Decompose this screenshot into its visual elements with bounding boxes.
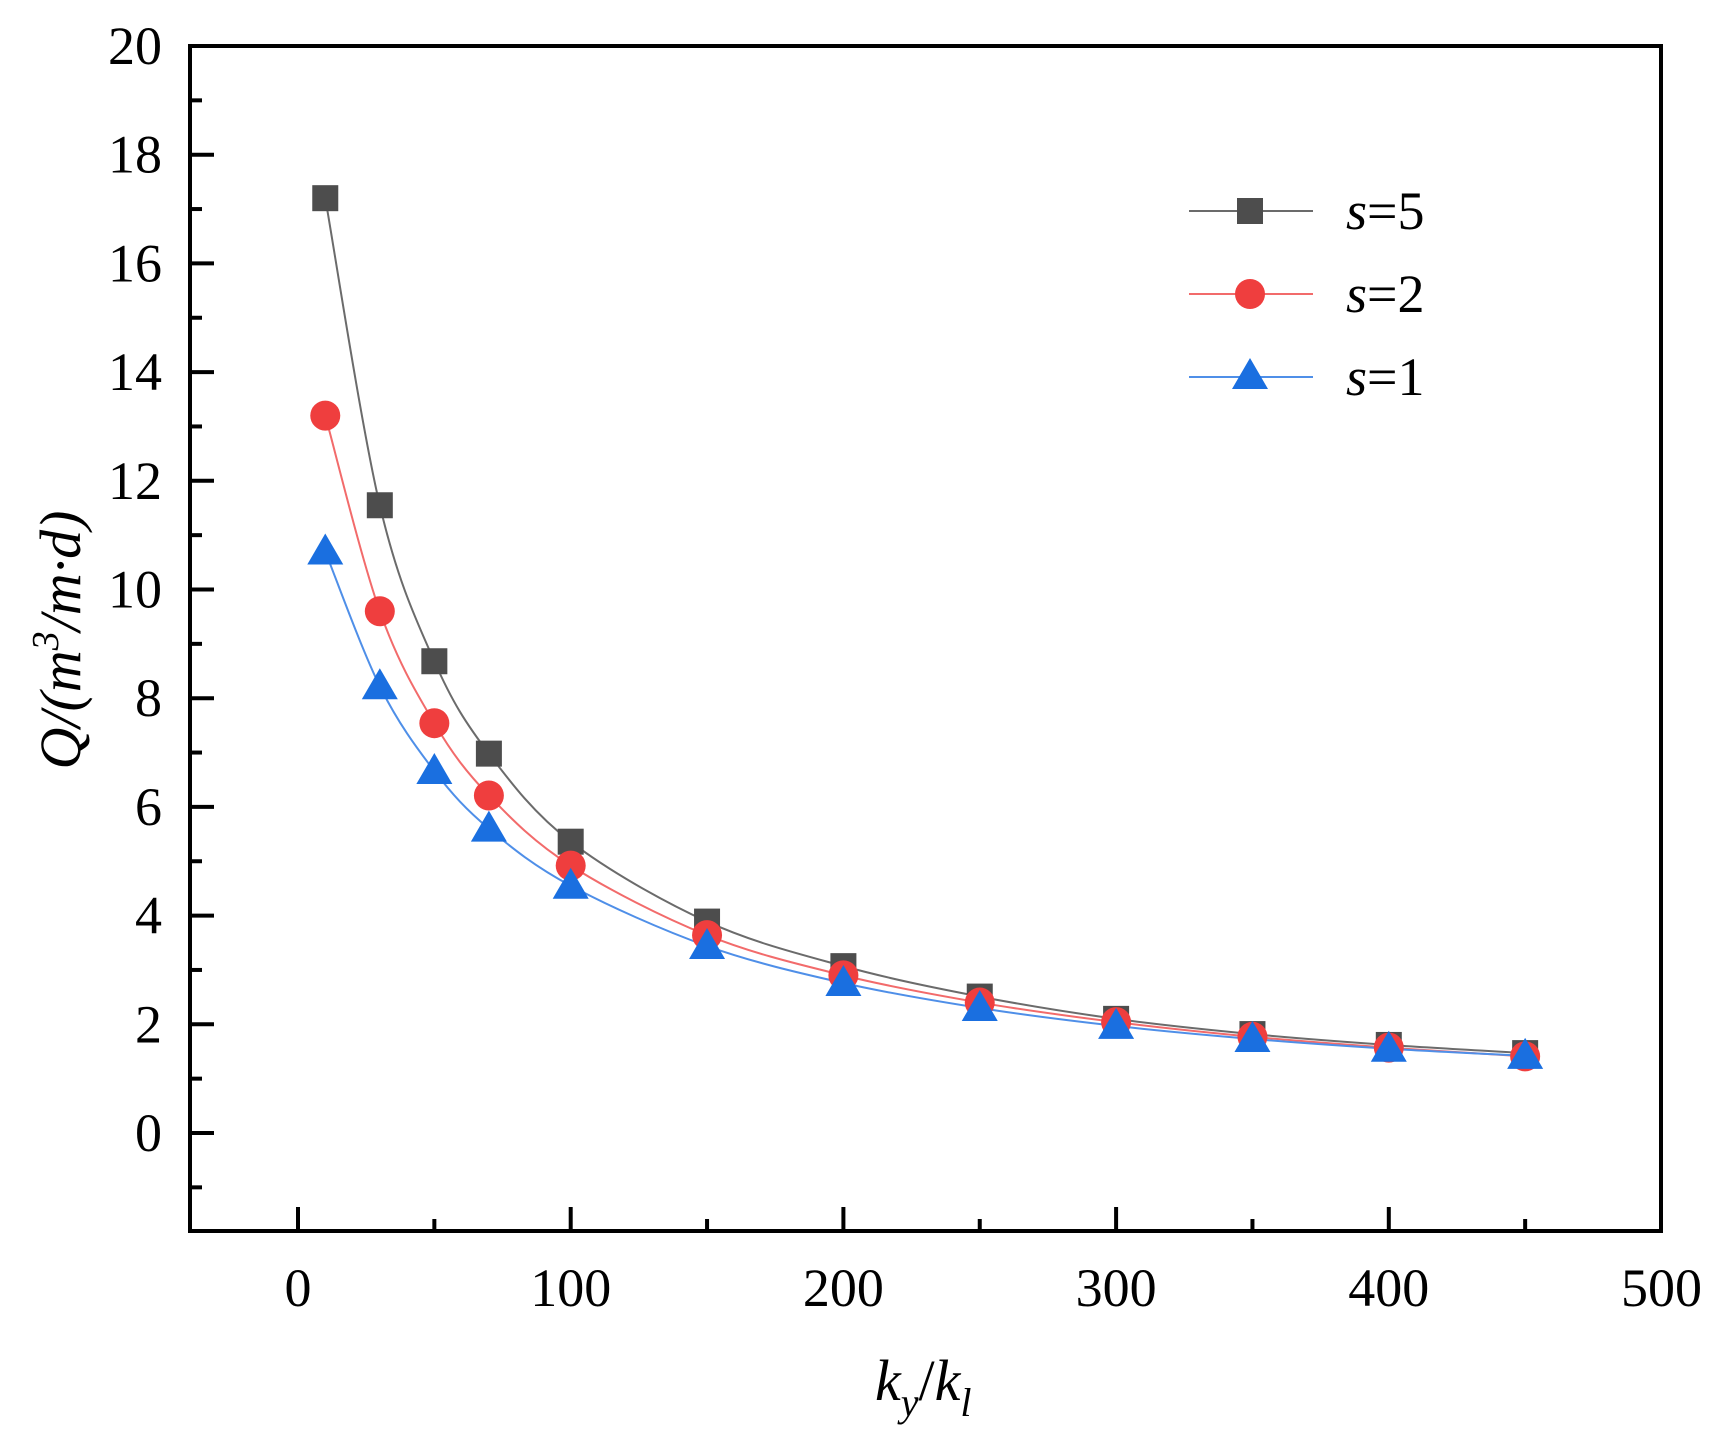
legend-item-s2: s=2 bbox=[1189, 264, 1424, 324]
x-tick-label: 100 bbox=[530, 1258, 611, 1318]
markers-s1 bbox=[307, 533, 1544, 1069]
square-marker-icon bbox=[1237, 198, 1263, 224]
y-tick-label: 14 bbox=[108, 342, 162, 402]
square-marker-icon bbox=[421, 648, 448, 675]
series-layer bbox=[307, 185, 1544, 1072]
x-tick-label: 200 bbox=[803, 1258, 884, 1318]
triangle-marker-icon bbox=[1234, 1020, 1271, 1052]
series-s5 bbox=[324, 198, 1526, 1055]
square-marker-icon bbox=[312, 185, 339, 212]
triangle-marker-icon bbox=[1232, 358, 1268, 389]
y-tick-label: 16 bbox=[108, 233, 162, 293]
circle-marker-icon bbox=[419, 708, 450, 739]
markers-s2 bbox=[310, 400, 1541, 1072]
triangle-marker-icon bbox=[825, 964, 862, 996]
svg-text:s=5: s=5 bbox=[1346, 181, 1424, 241]
square-marker-icon bbox=[557, 828, 584, 855]
square-marker-icon bbox=[366, 492, 393, 519]
y-tick-label: 8 bbox=[135, 668, 162, 728]
circle-marker-icon bbox=[310, 400, 341, 431]
circle-marker-icon bbox=[473, 780, 504, 811]
legend-item-s1: s=1 bbox=[1189, 347, 1424, 407]
y-tick-label: 12 bbox=[108, 451, 162, 511]
x-axis-ticks: 0 100 200 300 400 500 bbox=[285, 1207, 1702, 1318]
circle-marker-icon bbox=[364, 596, 395, 627]
legend: s=5 s=2 s=1 bbox=[1189, 181, 1424, 407]
legend-item-s5: s=5 bbox=[1189, 181, 1424, 241]
y-axis-ticks: 0 2 4 6 8 10 12 14 16 18 20 bbox=[108, 16, 214, 1190]
circle-marker-icon bbox=[1235, 279, 1265, 309]
x-axis-title: ky/kl bbox=[875, 1348, 972, 1425]
triangle-marker-icon bbox=[307, 533, 344, 565]
y-tick-label: 4 bbox=[135, 886, 162, 946]
triangle-marker-icon bbox=[470, 810, 507, 842]
axes-box bbox=[188, 44, 1663, 1233]
triangle-marker-icon bbox=[416, 753, 453, 785]
triangle-marker-icon bbox=[1507, 1037, 1544, 1069]
y-axis-title: Q/(m3/m·d) bbox=[25, 510, 93, 769]
plot-frame bbox=[188, 44, 1663, 1233]
y-tick-label: 6 bbox=[135, 777, 162, 837]
series-s1 bbox=[324, 551, 1526, 1057]
triangle-marker-icon bbox=[361, 668, 398, 700]
triangle-marker-icon bbox=[689, 928, 726, 960]
x-tick-label: 400 bbox=[1348, 1258, 1429, 1318]
svg-text:s=2: s=2 bbox=[1346, 264, 1424, 324]
circle-marker-icon bbox=[555, 850, 586, 881]
svg-text:s=1: s=1 bbox=[1346, 347, 1424, 407]
triangle-marker-icon bbox=[1370, 1030, 1407, 1062]
y-tick-label: 10 bbox=[108, 560, 162, 620]
triangle-marker-icon bbox=[961, 989, 998, 1021]
series-s2 bbox=[324, 415, 1526, 1058]
y-tick-label: 20 bbox=[108, 16, 162, 76]
triangle-marker-icon bbox=[552, 867, 589, 899]
x-tick-label: 500 bbox=[1621, 1258, 1702, 1318]
y-tick-label: 0 bbox=[135, 1103, 162, 1163]
y-tick-label: 2 bbox=[135, 994, 162, 1054]
y-tick-label: 18 bbox=[108, 125, 162, 185]
x-tick-label: 0 bbox=[285, 1258, 312, 1318]
x-tick-label: 300 bbox=[1076, 1258, 1157, 1318]
triangle-marker-icon bbox=[1098, 1007, 1135, 1039]
square-marker-icon bbox=[475, 740, 502, 767]
